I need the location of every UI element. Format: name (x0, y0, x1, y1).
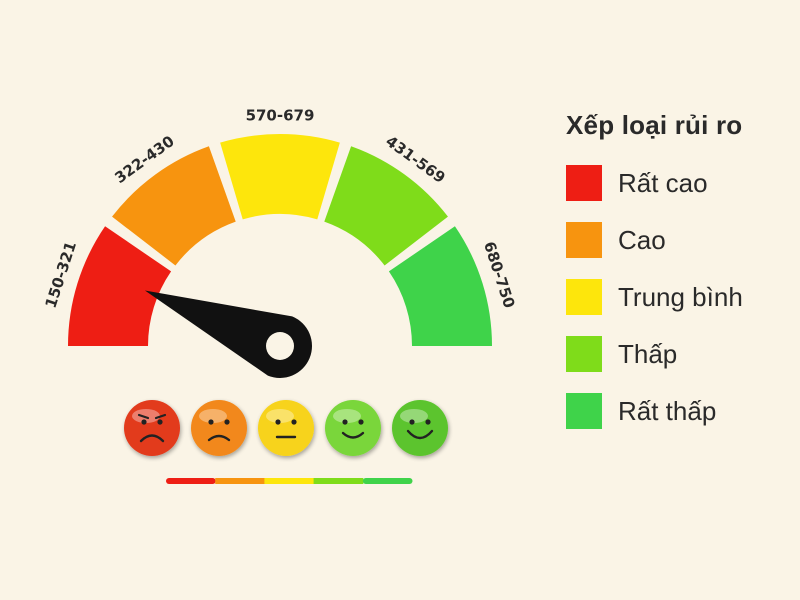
face-disc (325, 400, 381, 456)
happy-face-icon (325, 400, 381, 456)
legend-item-medium: Trung bình (566, 277, 743, 317)
gauge-segment-medium (220, 134, 340, 220)
mood-faces (124, 400, 448, 456)
legend-swatch (566, 165, 602, 201)
face-eye (208, 419, 214, 425)
face-highlight (199, 409, 227, 423)
neutral-face-icon (258, 400, 314, 456)
legend-swatch (566, 222, 602, 258)
face-eye (425, 419, 431, 425)
face-eye (157, 419, 163, 425)
face-mouth (341, 431, 365, 439)
gauge-arc (68, 134, 492, 346)
needle-pointer (144, 290, 312, 378)
sad-face-icon (191, 400, 247, 456)
face-highlight (400, 409, 428, 423)
face-disc (191, 400, 247, 456)
legend-item-high: Cao (566, 220, 743, 260)
face-eye (291, 419, 297, 425)
scale-bar-segment (166, 478, 216, 484)
legend-label: Thấp (618, 338, 678, 369)
legend-item-low: Thấp (566, 334, 743, 374)
face-eye (141, 419, 147, 425)
face-mouth (406, 429, 434, 440)
face-brow (137, 413, 150, 420)
very-sad-face-icon (124, 400, 180, 456)
face-brow (154, 413, 167, 420)
face-mouth (207, 434, 231, 442)
face-highlight (333, 409, 361, 423)
face-disc (392, 400, 448, 456)
legend-item-very-low: Rất thấp (566, 391, 743, 431)
face-mouth (139, 434, 165, 443)
scale-bar-segment (264, 478, 315, 484)
very-happy-face-icon (392, 400, 448, 456)
legend-label: Trung bình (618, 281, 743, 312)
needle-hub-hole (266, 332, 294, 360)
legend-swatch (566, 393, 602, 429)
gauge-segment-very-low (388, 226, 492, 346)
face-eye (224, 419, 230, 425)
legend-label: Rất cao (618, 167, 708, 198)
risk-legend: Xếp loại rủi ro Rất cao Cao Trung bình T… (566, 110, 743, 448)
face-eye (358, 419, 364, 425)
gauge-range-label: 570-679 (246, 107, 315, 125)
gauge-segment-high (112, 146, 236, 266)
legend-item-very-high: Rất cao (566, 163, 743, 203)
scale-bar-segment (362, 478, 413, 484)
gauge-segment-very-high (68, 226, 172, 346)
gauge-needle (144, 290, 312, 378)
scale-bar-segment (215, 478, 265, 484)
face-eye (409, 419, 415, 425)
legend-swatch (566, 279, 602, 315)
legend-label: Rất thấp (618, 395, 717, 426)
face-highlight (132, 409, 160, 423)
scale-bar-segment (313, 478, 364, 484)
face-eye (275, 419, 281, 425)
face-disc (258, 400, 314, 456)
face-disc (124, 400, 180, 456)
color-scale-bar (166, 478, 413, 484)
legend-title: Xếp loại rủi ro (566, 110, 743, 140)
legend-swatch (566, 336, 602, 372)
face-highlight (266, 409, 294, 423)
gauge-segment-low (324, 146, 448, 266)
face-eye (342, 419, 348, 425)
legend-label: Cao (618, 224, 666, 255)
